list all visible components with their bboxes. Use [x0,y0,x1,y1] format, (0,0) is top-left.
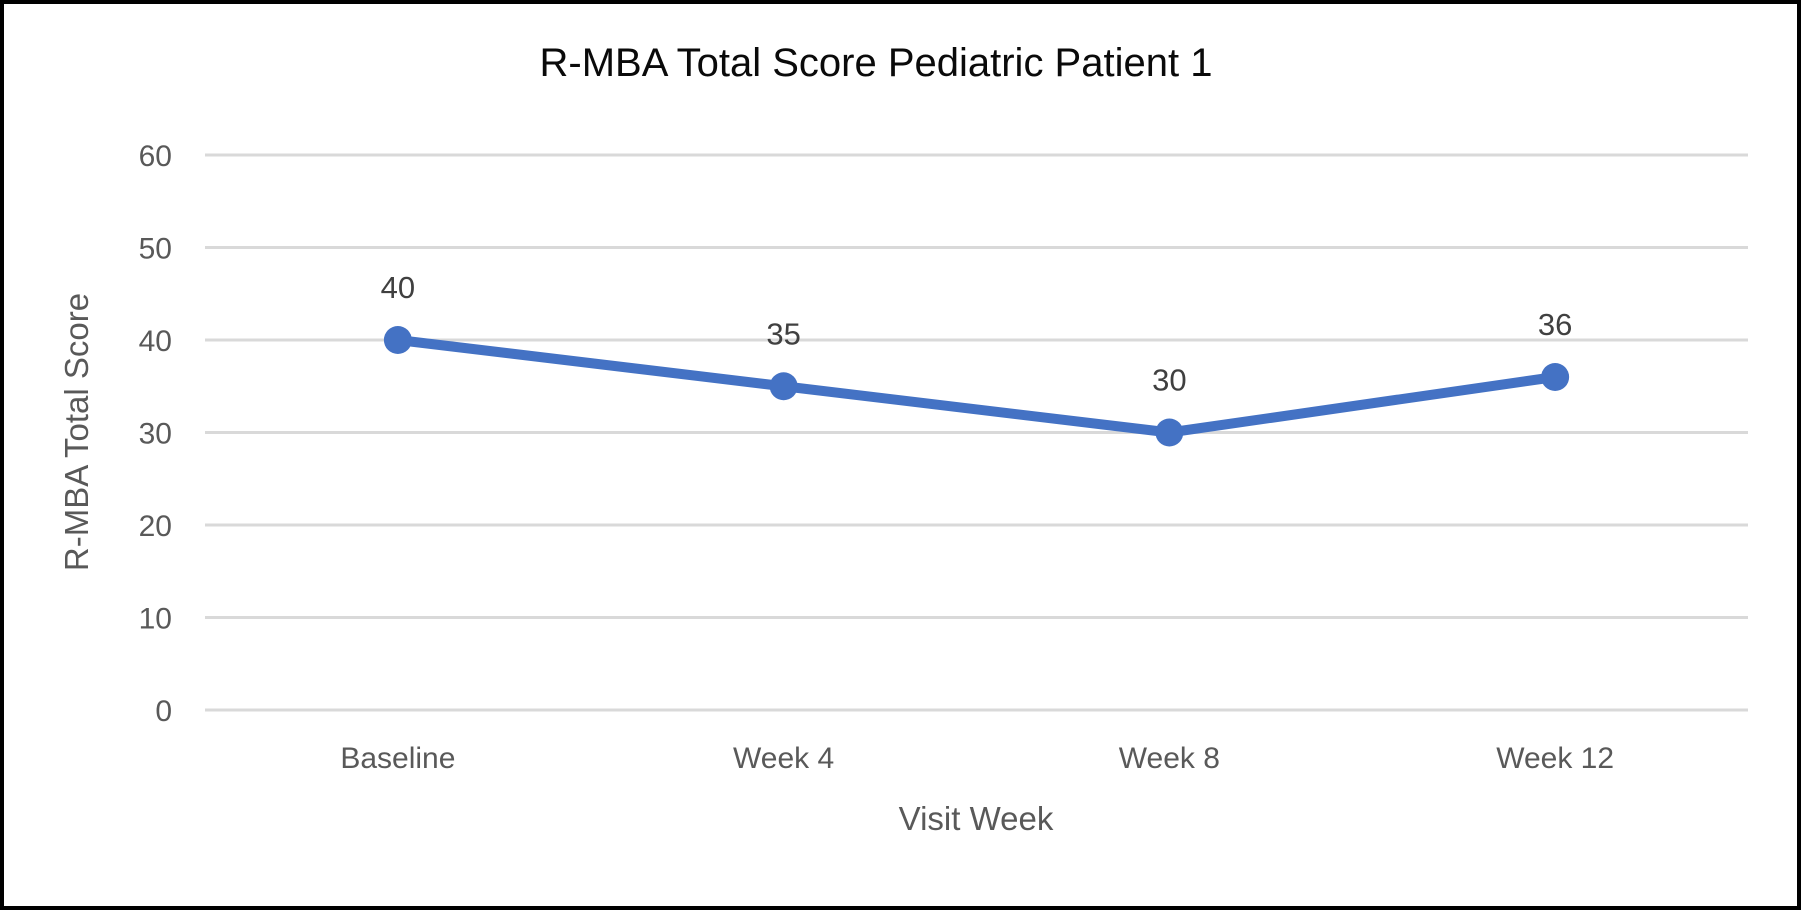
x-category-label: Week 8 [1119,742,1220,775]
y-tick-label: 20 [139,510,172,543]
x-category-label: Week 12 [1496,742,1614,775]
x-axis-title: Visit Week [899,800,1054,837]
y-tick-labels: 0 10 20 30 40 50 60 [139,140,172,728]
y-tick-label: 30 [139,418,172,451]
y-tick-label: 40 [139,325,172,358]
chart-title: R-MBA Total Score Pediatric Patient 1 [540,41,1213,85]
y-tick-label: 60 [139,140,172,173]
data-point-marker [1155,418,1184,447]
x-category-label: Week 4 [733,742,834,775]
gridlines [205,153,1748,712]
data-point-label: 35 [766,316,800,351]
x-category-label: Baseline [340,742,455,775]
y-tick-label: 10 [139,603,172,636]
x-category-labels: Baseline Week 4 Week 8 Week 12 [340,742,1614,775]
data-point-label: 36 [1538,307,1572,342]
line-chart: R-MBA Total Score Pediatric Patient 1 R-… [58,41,1748,837]
data-point-marker [1541,363,1570,391]
y-axis-title: R-MBA Total Score [58,293,95,571]
series-line [383,326,1570,447]
data-point-label: 40 [381,270,415,305]
data-point-marker [383,326,412,354]
y-tick-label: 0 [155,695,172,728]
data-labels: 40 35 30 36 [381,270,1573,398]
data-point-marker [769,372,798,401]
series-polyline [392,335,1561,438]
data-point-label: 30 [1152,363,1186,398]
y-tick-label: 50 [139,233,172,266]
